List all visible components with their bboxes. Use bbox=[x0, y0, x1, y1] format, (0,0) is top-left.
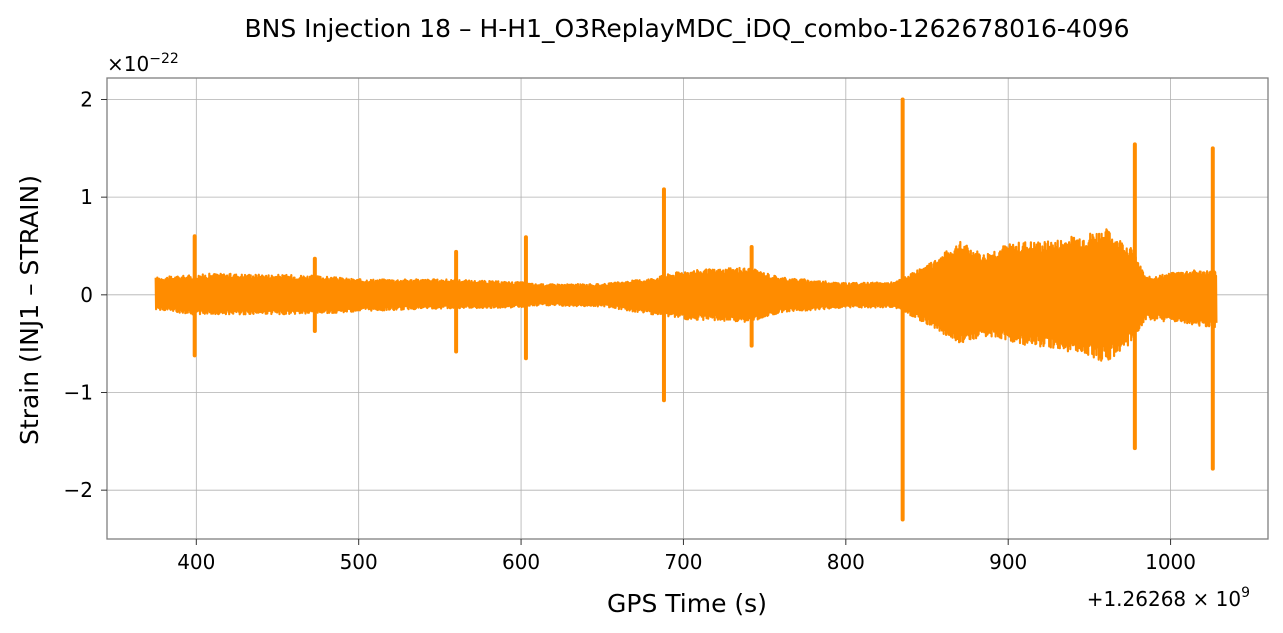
x-tick-label: 400 bbox=[177, 550, 215, 574]
y-tick-label: 2 bbox=[80, 87, 93, 111]
y-scale-label: ×10−22 bbox=[107, 51, 179, 76]
x-tick-label: 800 bbox=[827, 550, 865, 574]
x-tick-label: 1000 bbox=[1145, 550, 1196, 574]
x-tick-label: 500 bbox=[340, 550, 378, 574]
x-axis-label: GPS Time (s) bbox=[607, 589, 767, 618]
plot-frame bbox=[106, 77, 1269, 540]
axis-ticks: 400 500 600 700 800 900 1000 −2 −1 0 1 2 bbox=[64, 87, 1197, 574]
y-axis-label: Strain (INJ1 – STRAIN) bbox=[15, 175, 44, 445]
series-strain bbox=[154, 97, 1218, 522]
x-tick-label: 700 bbox=[664, 550, 702, 574]
x-offset-exponent: 9 bbox=[1241, 585, 1250, 601]
chart-title: BNS Injection 18 – H-H1_O3ReplayMDC_iDQ_… bbox=[244, 14, 1129, 43]
y-tick-label: 0 bbox=[80, 283, 93, 307]
y-scale-base: ×10 bbox=[107, 52, 149, 76]
y-tick-label: 1 bbox=[80, 185, 93, 209]
x-tick-label: 600 bbox=[502, 550, 540, 574]
y-tick-label: −1 bbox=[64, 380, 93, 404]
y-tick-label: −2 bbox=[64, 478, 93, 502]
y-scale-exponent: −22 bbox=[149, 51, 179, 67]
x-offset-label: +1.26268 × 109 bbox=[1087, 585, 1250, 611]
strain-trace bbox=[154, 228, 1218, 362]
x-offset-base: +1.26268 × 10 bbox=[1087, 587, 1241, 611]
x-tick-label: 900 bbox=[989, 550, 1027, 574]
